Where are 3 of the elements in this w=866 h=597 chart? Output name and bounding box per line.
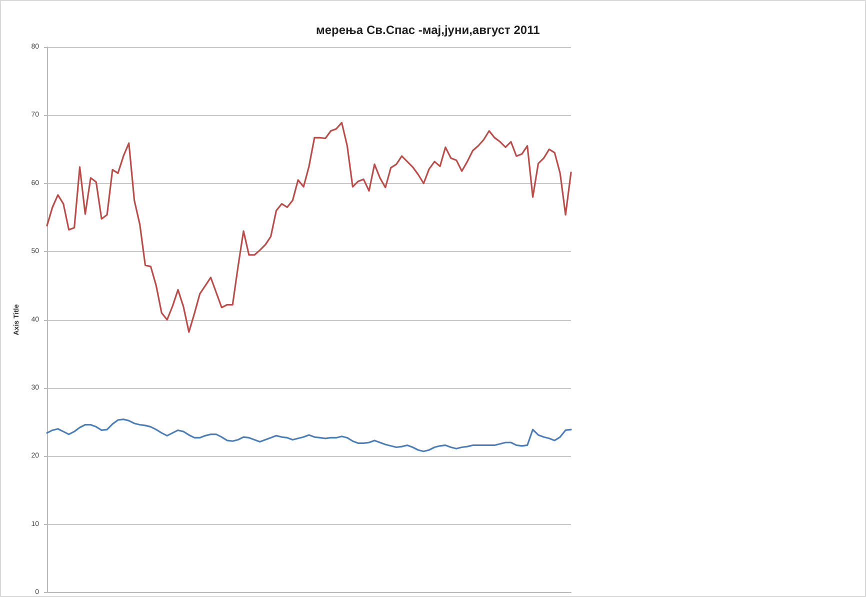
line-series <box>46 418 572 452</box>
chart-title: мерења Св.Спас -мај,јуни,август 2011 <box>316 23 540 37</box>
line-series <box>46 122 572 333</box>
